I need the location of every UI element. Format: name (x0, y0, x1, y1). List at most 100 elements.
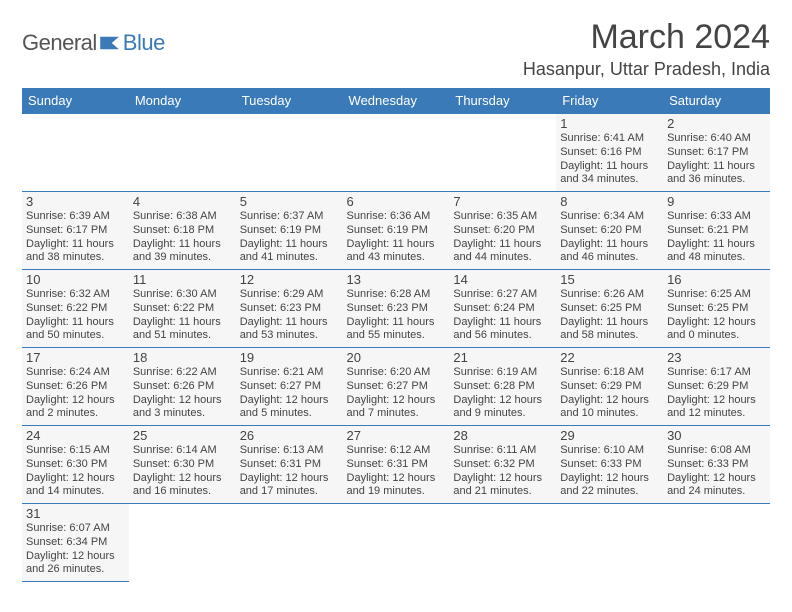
day-detail: Daylight: 12 hours (133, 394, 232, 408)
day-detail: Sunset: 6:21 PM (667, 224, 766, 238)
day-detail: Daylight: 12 hours (560, 472, 659, 486)
day-number: 15 (560, 272, 659, 287)
weekday-header: Tuesday (236, 88, 343, 114)
day-detail: Sunrise: 6:21 AM (240, 366, 339, 380)
day-detail: Sunset: 6:29 PM (667, 380, 766, 394)
day-number: 30 (667, 428, 766, 443)
day-detail: Sunset: 6:29 PM (560, 380, 659, 394)
day-detail: Sunset: 6:19 PM (240, 224, 339, 238)
day-detail: Daylight: 12 hours (240, 472, 339, 486)
day-detail: Sunrise: 6:38 AM (133, 210, 232, 224)
calendar-cell-empty (343, 504, 450, 582)
day-detail: Sunset: 6:27 PM (347, 380, 446, 394)
day-detail: and 55 minutes. (347, 329, 446, 343)
day-detail: Sunset: 6:25 PM (560, 302, 659, 316)
day-number: 9 (667, 194, 766, 209)
weekday-header: Monday (129, 88, 236, 114)
day-number: 25 (133, 428, 232, 443)
day-detail: Sunset: 6:25 PM (667, 302, 766, 316)
day-detail: Sunset: 6:24 PM (453, 302, 552, 316)
calendar-cell: 6Sunrise: 6:36 AMSunset: 6:19 PMDaylight… (343, 192, 450, 270)
day-detail: and 10 minutes. (560, 407, 659, 421)
day-detail: Sunrise: 6:32 AM (26, 288, 125, 302)
day-detail: and 50 minutes. (26, 329, 125, 343)
day-detail: Sunrise: 6:24 AM (26, 366, 125, 380)
day-detail: Daylight: 11 hours (240, 316, 339, 330)
day-detail: and 26 minutes. (26, 563, 125, 577)
day-detail: Daylight: 12 hours (347, 472, 446, 486)
day-detail: Sunrise: 6:30 AM (133, 288, 232, 302)
day-number: 8 (560, 194, 659, 209)
day-detail: Sunrise: 6:08 AM (667, 444, 766, 458)
calendar-cell: 24Sunrise: 6:15 AMSunset: 6:30 PMDayligh… (22, 426, 129, 504)
calendar-row: 17Sunrise: 6:24 AMSunset: 6:26 PMDayligh… (22, 348, 770, 426)
day-detail: and 21 minutes. (453, 485, 552, 499)
calendar-cell: 18Sunrise: 6:22 AMSunset: 6:26 PMDayligh… (129, 348, 236, 426)
day-detail: Sunset: 6:22 PM (26, 302, 125, 316)
day-detail: Sunrise: 6:35 AM (453, 210, 552, 224)
day-detail: and 44 minutes. (453, 251, 552, 265)
flag-icon (99, 35, 121, 51)
day-detail: Sunset: 6:19 PM (347, 224, 446, 238)
day-detail: Sunrise: 6:28 AM (347, 288, 446, 302)
day-number: 3 (26, 194, 125, 209)
calendar-cell: 15Sunrise: 6:26 AMSunset: 6:25 PMDayligh… (556, 270, 663, 348)
day-number: 21 (453, 350, 552, 365)
calendar-cell: 13Sunrise: 6:28 AMSunset: 6:23 PMDayligh… (343, 270, 450, 348)
calendar-cell: 30Sunrise: 6:08 AMSunset: 6:33 PMDayligh… (663, 426, 770, 504)
day-detail: and 16 minutes. (133, 485, 232, 499)
day-detail: and 38 minutes. (26, 251, 125, 265)
day-detail: Sunset: 6:31 PM (240, 458, 339, 472)
day-number: 29 (560, 428, 659, 443)
logo-text-general: General (22, 30, 97, 56)
day-detail: Sunrise: 6:17 AM (667, 366, 766, 380)
day-detail: Sunset: 6:32 PM (453, 458, 552, 472)
day-detail: Sunrise: 6:34 AM (560, 210, 659, 224)
calendar-cell: 2Sunrise: 6:40 AMSunset: 6:17 PMDaylight… (663, 114, 770, 192)
day-detail: Daylight: 12 hours (667, 472, 766, 486)
weekday-header: Wednesday (343, 88, 450, 114)
day-detail: and 0 minutes. (667, 329, 766, 343)
calendar-body: 1Sunrise: 6:41 AMSunset: 6:16 PMDaylight… (22, 114, 770, 582)
day-detail: Sunrise: 6:22 AM (133, 366, 232, 380)
calendar-cell-empty (449, 504, 556, 582)
day-detail: and 56 minutes. (453, 329, 552, 343)
title-block: March 2024 Hasanpur, Uttar Pradesh, Indi… (523, 18, 770, 80)
day-detail: and 9 minutes. (453, 407, 552, 421)
calendar-cell: 10Sunrise: 6:32 AMSunset: 6:22 PMDayligh… (22, 270, 129, 348)
calendar-cell: 26Sunrise: 6:13 AMSunset: 6:31 PMDayligh… (236, 426, 343, 504)
logo: General Blue (22, 30, 165, 56)
calendar-cell: 28Sunrise: 6:11 AMSunset: 6:32 PMDayligh… (449, 426, 556, 504)
day-detail: Sunset: 6:18 PM (133, 224, 232, 238)
day-detail: Daylight: 12 hours (560, 394, 659, 408)
day-detail: Sunset: 6:23 PM (347, 302, 446, 316)
day-detail: Daylight: 12 hours (26, 472, 125, 486)
day-detail: Sunrise: 6:27 AM (453, 288, 552, 302)
month-title: March 2024 (523, 18, 770, 57)
calendar-cell-empty (129, 504, 236, 582)
day-number: 5 (240, 194, 339, 209)
page-header: General Blue March 2024 Hasanpur, Uttar … (22, 18, 770, 80)
day-detail: Sunrise: 6:40 AM (667, 132, 766, 146)
day-detail: Sunset: 6:17 PM (667, 146, 766, 160)
day-detail: Sunrise: 6:07 AM (26, 522, 125, 536)
day-number: 20 (347, 350, 446, 365)
calendar-cell: 11Sunrise: 6:30 AMSunset: 6:22 PMDayligh… (129, 270, 236, 348)
day-detail: Sunset: 6:16 PM (560, 146, 659, 160)
day-detail: Sunrise: 6:37 AM (240, 210, 339, 224)
calendar-cell: 8Sunrise: 6:34 AMSunset: 6:20 PMDaylight… (556, 192, 663, 270)
day-number: 22 (560, 350, 659, 365)
day-detail: and 24 minutes. (667, 485, 766, 499)
day-number: 26 (240, 428, 339, 443)
day-detail: and 36 minutes. (667, 173, 766, 187)
day-detail: Sunrise: 6:12 AM (347, 444, 446, 458)
day-detail: Daylight: 11 hours (26, 238, 125, 252)
day-detail: Sunrise: 6:10 AM (560, 444, 659, 458)
day-number: 24 (26, 428, 125, 443)
day-detail: Sunrise: 6:36 AM (347, 210, 446, 224)
day-detail: Daylight: 11 hours (453, 316, 552, 330)
day-detail: and 22 minutes. (560, 485, 659, 499)
calendar-cell: 31Sunrise: 6:07 AMSunset: 6:34 PMDayligh… (22, 504, 129, 582)
calendar-cell: 21Sunrise: 6:19 AMSunset: 6:28 PMDayligh… (449, 348, 556, 426)
day-detail: Sunset: 6:17 PM (26, 224, 125, 238)
